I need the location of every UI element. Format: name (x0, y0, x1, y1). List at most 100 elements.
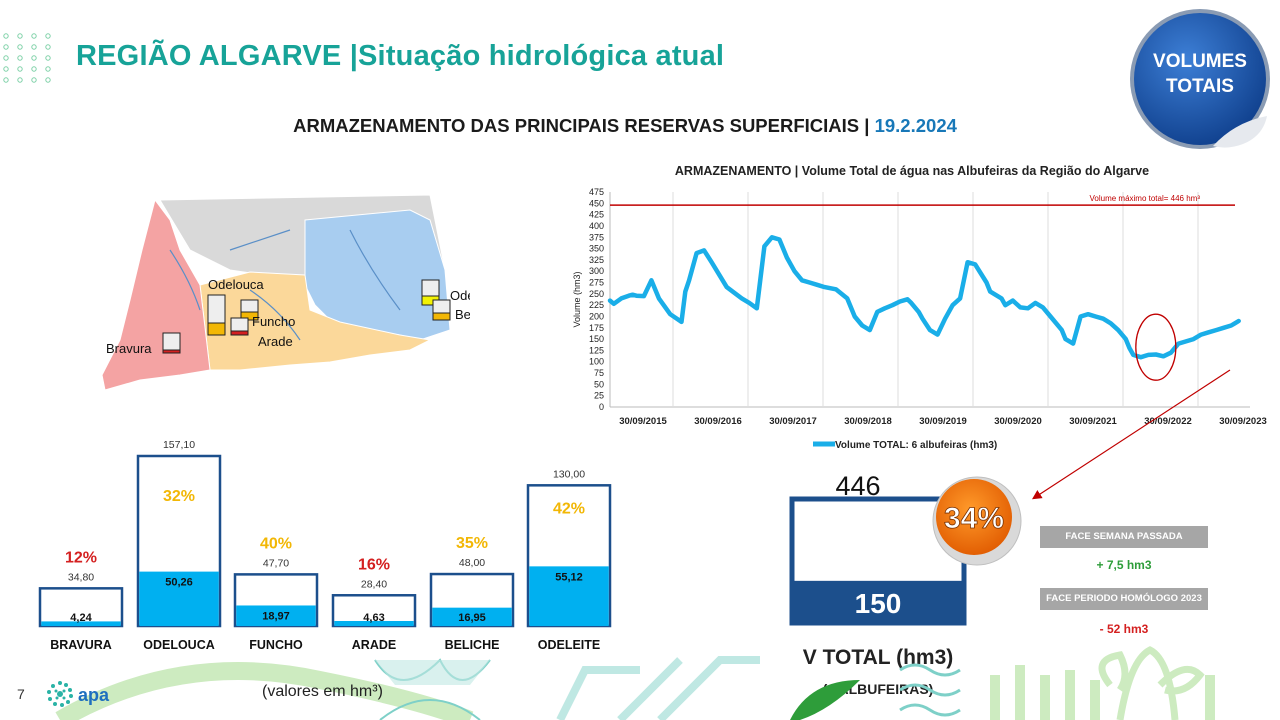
stored-label: 18,97 (262, 610, 290, 622)
y-tick-label: 50 (594, 379, 604, 389)
x-tick-label: 30/09/2023 (1219, 416, 1267, 427)
capacity-label: 157,10 (163, 439, 195, 451)
decorative-dot (3, 44, 9, 50)
badge-line2: TOTAIS (1166, 76, 1234, 97)
capacity-label: 28,40 (361, 578, 387, 590)
y-tick-label: 475 (589, 187, 604, 197)
storage-line-chart: ARMAZENAMENTO | Volume Total de água nas… (572, 164, 1267, 451)
y-tick-label: 25 (594, 391, 604, 401)
x-tick-label: 30/09/2019 (919, 416, 967, 427)
y-tick-label: 375 (589, 232, 604, 242)
category-label: ODELEITE (538, 638, 601, 652)
x-tick-label: 30/09/2016 (694, 416, 742, 427)
stored-bar-beliche (432, 607, 512, 626)
decorative-dot (17, 55, 23, 61)
total-stored-value: 150 (855, 588, 902, 619)
capacity-label: 47,70 (263, 557, 289, 569)
week-comparison-label: FACE SEMANA PASSADA (1040, 526, 1208, 548)
decorative-dot (45, 77, 51, 83)
percent-badge-value: 34% (944, 502, 1004, 535)
capacity-label: 34,80 (68, 571, 94, 583)
page-number: 7 (17, 686, 25, 702)
highlight-circle (1135, 313, 1177, 381)
y-tick-label: 225 (589, 300, 604, 310)
y-tick-label: 150 (589, 334, 604, 344)
map-region-center (199, 271, 432, 371)
algarve-map: Odelouca Funcho Arade Bravura Odeleite B… (101, 194, 470, 391)
map-region-west (101, 198, 211, 391)
y-tick-label: 425 (589, 210, 604, 220)
category-label: BELICHE (445, 638, 500, 652)
decorative-dot (31, 44, 37, 50)
x-tick-label: 30/09/2018 (844, 416, 892, 427)
capacity-label: 130,00 (553, 468, 585, 480)
x-tick-label: 30/09/2020 (994, 416, 1042, 427)
percent-label: 40% (260, 535, 292, 552)
y-tick-label: 100 (589, 357, 604, 367)
reference-line-label: Volume máximo total= 446 hm³ (1090, 194, 1201, 203)
x-tick-label: 30/09/2015 (619, 416, 667, 427)
stored-bar-funcho (236, 605, 316, 626)
line-chart-title: ARMAZENAMENTO | Volume Total de água nas… (675, 164, 1149, 178)
map-label-arade: Arade (258, 334, 293, 349)
decorative-dot (45, 33, 51, 39)
capacity-label: 48,00 (459, 557, 485, 569)
stored-bar-odeleite (529, 566, 609, 626)
decorative-dot (31, 55, 37, 61)
map-label-bravura: Bravura (106, 341, 152, 356)
x-tick-label: 30/09/2021 (1069, 416, 1117, 427)
badge-line1: VOLUMES (1153, 51, 1247, 72)
reservoir-bar-chart: 34,80 4,24 12% BRAVURA 157,10 50,26 32% ODELOUC… (38, 439, 612, 652)
map-label-beliche: Beliche (455, 307, 470, 322)
decorative-dot (17, 44, 23, 50)
y-tick-label: 300 (589, 266, 604, 276)
y-tick-label: 275 (589, 278, 604, 288)
callout-arrow (1031, 369, 1231, 500)
stored-label: 50,26 (165, 577, 193, 589)
series-line-volume-total (607, 235, 1241, 360)
category-label: ODELOUCA (143, 638, 215, 652)
y-tick-label: 0 (599, 402, 604, 412)
x-tick-label: 30/09/2022 (1144, 416, 1192, 427)
total-capacity-value: 446 (835, 471, 880, 501)
subtitle-date: 19.2.2024 (874, 115, 957, 136)
apa-logo: apa (47, 681, 110, 707)
decorative-dot (3, 77, 9, 83)
y-tick-label: 75 (594, 368, 604, 378)
y-tick-label: 175 (589, 323, 604, 333)
y-tick-label: 125 (589, 345, 604, 355)
decorative-dot (17, 33, 23, 39)
decorative-dot (17, 66, 23, 72)
y-axis-label: Volume (hm3) (572, 271, 582, 327)
y-tick-label: 325 (589, 255, 604, 265)
decorative-dot (17, 77, 23, 83)
decorative-dot (31, 77, 37, 83)
page-subtitle: ARMAZENAMENTO DAS PRINCIPAIS RESERVAS SU… (0, 115, 1250, 137)
stored-label: 55,12 (555, 571, 583, 583)
capacity-bar-bravura (38, 587, 124, 628)
y-tick-label: 350 (589, 244, 604, 254)
map-reservoir-markers (162, 279, 451, 354)
map-label-funcho: Funcho (252, 314, 295, 329)
category-label: BRAVURA (50, 638, 112, 652)
period-comparison-label: FACE PERIODO HOMÓLOGO 2023 (1040, 588, 1208, 610)
decorative-dot (45, 55, 51, 61)
total-label: V TOTAL (hm3) (803, 646, 954, 669)
stored-label: 4,63 (363, 612, 384, 624)
y-tick-label: 400 (589, 221, 604, 231)
y-tick-label: 450 (589, 198, 604, 208)
footer-decoration (55, 646, 1215, 720)
x-tick-label: 30/09/2017 (769, 416, 817, 427)
decorative-dot (31, 33, 37, 39)
y-tick-label: 250 (589, 289, 604, 299)
map-label-odeleite: Odeleite (450, 288, 470, 303)
category-label: FUNCHO (249, 638, 303, 652)
legend-label: Volume TOTAL: 6 albufeiras (hm3) (835, 440, 997, 451)
page-title: REGIÃO ALGARVE |Situação hidrológica atu… (76, 40, 725, 72)
decorative-dot (45, 66, 51, 72)
week-comparison-value: + 7,5 hm3 (1096, 558, 1152, 572)
map-label-odelouca: Odelouca (208, 277, 264, 292)
stored-bar-arade (334, 620, 414, 626)
decorative-dot (3, 33, 9, 39)
volumes-totais-badge: VOLUMES TOTAIS (1130, 9, 1270, 149)
